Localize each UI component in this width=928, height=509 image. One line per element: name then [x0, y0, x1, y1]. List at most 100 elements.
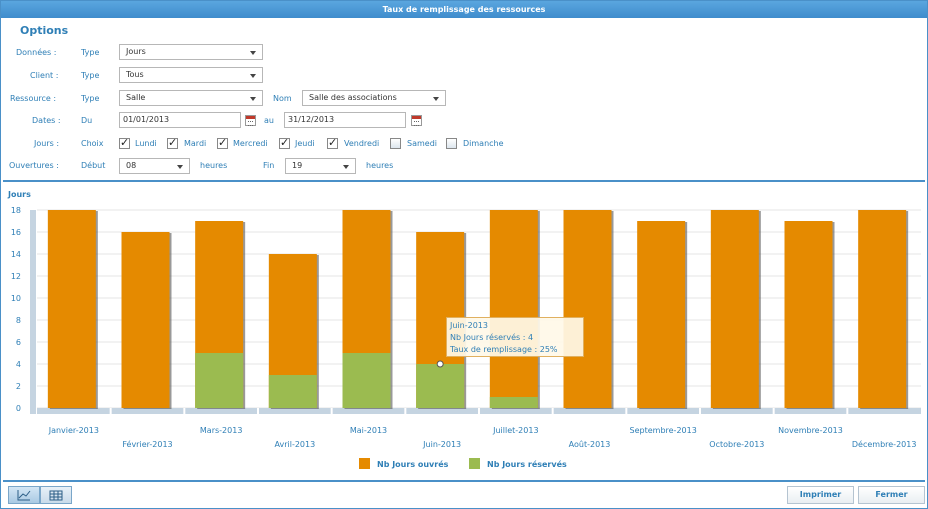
legend-label: Nb Jours réservés	[487, 459, 567, 469]
bar-jours-reserves	[195, 353, 244, 408]
ressource-type-select[interactable]: Salle	[119, 90, 263, 106]
legend-swatch	[469, 458, 480, 469]
ressource-label: Ressource :	[10, 94, 57, 103]
chevron-down-icon	[250, 51, 256, 55]
x-tick-label: Avril-2013	[274, 440, 315, 449]
x-tick-label: Septembre-2013	[630, 426, 697, 435]
ouvertures-label: Ouvertures :	[9, 161, 59, 170]
y-axis-title: Jours	[7, 190, 31, 199]
bar-jours-ouvres	[489, 210, 538, 408]
window-title: Taux de remplissage des ressources	[1, 1, 927, 18]
donnees-label: Données :	[16, 48, 57, 57]
bar-jours-reserves	[489, 397, 538, 408]
x-tick-label: Mars-2013	[200, 426, 243, 435]
x-tick-label: Août-2013	[569, 440, 611, 449]
checkbox-samedi[interactable]	[390, 138, 401, 149]
client-label: Client :	[30, 71, 59, 80]
legend-swatch	[359, 458, 370, 469]
close-button[interactable]: Fermer	[858, 486, 925, 504]
donnees-type-value: Jours	[126, 47, 146, 56]
end-hour-value: 19	[292, 161, 303, 170]
y-tick-label: 12	[11, 272, 21, 281]
y-tick-label: 8	[16, 316, 21, 325]
divider	[3, 480, 925, 482]
date-end-field[interactable]: 31/12/2013	[284, 112, 406, 128]
chart-tooltip: Juin-2013 Nb Jours réservés : 4 Taux de …	[446, 317, 584, 357]
x-tick-label: Janvier-2013	[48, 426, 99, 435]
day-label-mercredi: Mercredi	[233, 139, 268, 148]
y-tick-label: 6	[16, 338, 21, 347]
y-tick-label: 4	[16, 360, 21, 369]
ouvertures-heures-label-1: heures	[200, 161, 228, 170]
day-label-mardi: Mardi	[184, 139, 207, 148]
day-label-samedi: Samedi	[407, 139, 437, 148]
bar-jours-reserves	[416, 364, 465, 408]
line-chart-icon	[17, 490, 31, 501]
table-view-tab[interactable]	[40, 486, 72, 504]
highlight-marker	[436, 360, 444, 368]
ressource-nom-value: Salle des associations	[309, 93, 397, 102]
x-tick-label: Juin-2013	[422, 440, 461, 449]
y-tick-label: 14	[11, 250, 21, 259]
jours-choix-label: Choix	[81, 139, 104, 148]
day-label-vendredi: Vendredi	[344, 139, 380, 148]
jours-label: Jours :	[34, 139, 60, 148]
bar-jours-reserves	[268, 375, 317, 408]
x-tick-label: Octobre-2013	[709, 440, 764, 449]
chevron-down-icon	[343, 165, 349, 169]
checkbox-lundi[interactable]	[119, 136, 130, 149]
y-tick-label: 0	[16, 404, 21, 413]
y-axis-bar	[30, 210, 36, 414]
checkbox-dimanche[interactable]	[446, 138, 457, 149]
bar-jours-ouvres	[563, 210, 612, 408]
chart-view-tab[interactable]	[8, 486, 40, 504]
ouvertures-fin-label: Fin	[263, 161, 275, 170]
bar-jours-ouvres	[637, 221, 686, 408]
options-title: Options	[20, 24, 69, 37]
tooltip-month: Juin-2013	[450, 321, 488, 330]
checkbox-mercredi[interactable]	[217, 136, 228, 149]
client-type-select[interactable]: Tous	[119, 67, 263, 83]
print-button[interactable]: Imprimer	[787, 486, 854, 504]
bar-jours-ouvres	[710, 210, 759, 408]
checkbox-jeudi[interactable]	[279, 136, 290, 149]
bar-jours-ouvres	[47, 210, 96, 408]
dates-label: Dates :	[32, 116, 61, 125]
bar-jours-reserves	[342, 353, 391, 408]
bar-jours-ouvres	[858, 210, 907, 408]
tooltip-rate: Taux de remplissage : 25%	[450, 345, 558, 354]
ouvertures-heures-label-2: heures	[366, 161, 394, 170]
divider	[3, 180, 925, 182]
calendar-icon[interactable]	[411, 115, 422, 126]
day-label-jeudi: Jeudi	[295, 139, 315, 148]
x-tick-label: Février-2013	[122, 439, 172, 449]
ressource-nom-label: Nom	[273, 94, 292, 103]
donnees-type-select[interactable]: Jours	[119, 44, 263, 60]
x-tick-label: Mai-2013	[350, 426, 387, 435]
checkbox-vendredi[interactable]	[327, 136, 338, 149]
client-type-label: Type	[81, 71, 100, 80]
tooltip-reserved: Nb Jours réservés : 4	[450, 333, 534, 342]
ressource-type-value: Salle	[126, 93, 146, 102]
chevron-down-icon	[177, 165, 183, 169]
calendar-icon[interactable]	[245, 115, 256, 126]
checkbox-mardi[interactable]	[167, 136, 178, 149]
table-icon	[49, 490, 63, 501]
x-tick-label: Juillet-2013	[492, 426, 538, 435]
donnees-type-label: Type	[81, 48, 100, 57]
end-hour-select[interactable]: 19	[285, 158, 356, 174]
legend-label: Nb Jours ouvrés	[377, 459, 449, 469]
day-label-lundi: Lundi	[135, 139, 157, 148]
bar-jours-ouvres	[784, 221, 833, 408]
date-start-field[interactable]: 01/01/2013	[119, 112, 241, 128]
bar-chart: Jours 0 2 4 6 8 10 12 14 16 18 Janvier-2013 Février-…	[7, 190, 921, 469]
y-tick-label: 16	[11, 228, 21, 237]
y-tick-label: 18	[11, 206, 21, 215]
x-tick-label: Novembre-2013	[778, 426, 843, 435]
dates-au-label: au	[264, 116, 274, 125]
y-tick-label: 10	[11, 294, 21, 303]
start-hour-select[interactable]: 08	[119, 158, 190, 174]
ouvertures-debut-label: Début	[81, 161, 106, 170]
bar-jours-ouvres	[121, 232, 170, 408]
ressource-nom-select[interactable]: Salle des associations	[302, 90, 446, 106]
